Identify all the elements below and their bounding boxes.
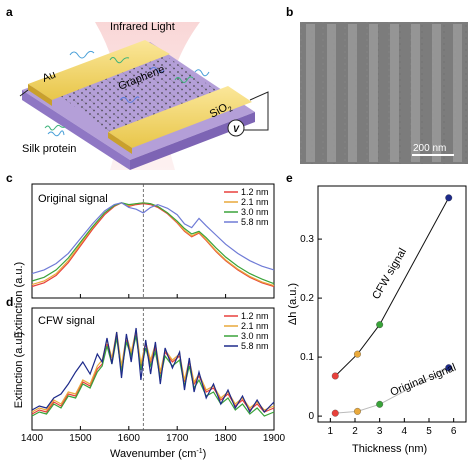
legend-label: 1.2 nm	[241, 311, 269, 321]
x-tick-label: 3	[377, 426, 383, 437]
chart-title-d: CFW signal	[38, 315, 95, 327]
panel-b-sem-image: b 200 nm	[286, 5, 468, 164]
nanoribbon	[327, 24, 336, 162]
legend-label: 5.8 nm	[241, 341, 269, 351]
series-line-cfw	[334, 197, 450, 377]
data-point	[354, 407, 361, 415]
silk-protein-label: Silk protein	[22, 143, 76, 155]
plot-frame-e	[317, 185, 467, 423]
x-tick-label: 2	[352, 426, 358, 437]
x-tick-label: 1	[328, 426, 334, 437]
circuit-wire	[244, 91, 269, 131]
y-tick-label: 0.3	[300, 234, 314, 245]
panel-letter-e: e	[286, 171, 293, 185]
graphene-sheet	[55, 52, 225, 140]
legend-label: 2.1 nm	[241, 321, 269, 331]
scalebar-label: 200 nm	[413, 143, 446, 154]
panel-d-chart: d CFW signal 1.2 nm2.1 nm3.0 nm5.8 nm 14…	[6, 262, 286, 460]
silk-protein-molecules	[44, 50, 210, 137]
nanoribbon	[390, 24, 399, 162]
panel-letter-a: a	[6, 5, 13, 19]
series-line-2-1-nm	[31, 329, 275, 413]
data-point	[376, 400, 384, 408]
voltage-label: V	[233, 124, 240, 134]
data-point	[445, 194, 453, 202]
legend-label: 3.0 nm	[241, 207, 269, 217]
panel-letter-c: c	[6, 171, 13, 185]
chart-title-c: Original signal	[38, 193, 108, 205]
gold-electrode-right	[108, 86, 252, 154]
y-axis-label-d: Extinction (a.u.)	[13, 332, 25, 408]
data-point	[354, 350, 361, 358]
series-line-2-1-nm	[31, 202, 275, 287]
plot-area-e: CFW signal Original signal	[331, 194, 458, 417]
infrared-label: Infrared Light	[110, 21, 175, 33]
legend-label: 1.2 nm	[241, 187, 269, 197]
x-tick-label: 1900	[263, 433, 286, 444]
series-line-5-8-nm	[31, 327, 275, 414]
x-tick-label: 1600	[118, 433, 141, 444]
legend-d: 1.2 nm2.1 nm3.0 nm5.8 nm	[224, 311, 269, 351]
ticks-e: 1 2 3 4 5 6 0 0.1 0.2 0.3	[300, 234, 457, 437]
legend-label: 3.0 nm	[241, 331, 269, 341]
x-tick-label: 1500	[69, 433, 92, 444]
x-tick-label: 6	[451, 426, 457, 437]
series-line-original	[335, 367, 449, 414]
gold-electrode-left	[28, 40, 170, 106]
nanoribbon	[453, 24, 462, 162]
y-axis-label-c: Extinction (a.u.)	[13, 262, 25, 338]
panel-c-chart: c Original signal 1.2 nm2.1 nm3.0 nm5.8 …	[6, 171, 275, 299]
x-axis-label-e: Thickness (nm)	[352, 443, 427, 455]
legend-label: 5.8 nm	[241, 217, 269, 227]
data-point	[331, 372, 339, 380]
panel-letter-b: b	[286, 5, 293, 19]
x-axis-label-cd: Wavenumber (cm-1)	[110, 448, 206, 460]
x-ticks-d: 1400 1500 1600 1700 1800 1900	[21, 294, 286, 444]
series-label-original: Original signal	[389, 362, 458, 399]
y-axis-label-e: Δh (a.u.)	[287, 283, 299, 325]
plot-area-c	[31, 184, 275, 298]
panel-letter-d: d	[6, 295, 13, 309]
x-tick-label: 1800	[214, 433, 237, 444]
nanoribbon	[432, 24, 441, 162]
plot-frame-c	[31, 183, 275, 299]
x-tick-label: 4	[402, 426, 408, 437]
panel-a-schematic: a	[6, 5, 269, 170]
data-point	[376, 321, 384, 329]
nanoribbon	[411, 24, 420, 162]
panel-e-chart: e CFW signal Original signal 1 2 3 4 5 6 0 0.1 0.…	[286, 171, 467, 455]
plot-frame-d	[31, 307, 275, 431]
plot-area-d	[31, 308, 275, 430]
legend-c: 1.2 nm2.1 nm3.0 nm5.8 nm	[224, 187, 269, 227]
nanoribbon	[369, 24, 378, 162]
data-point	[331, 409, 339, 417]
legend-label: 2.1 nm	[241, 197, 269, 207]
x-tick-label: 1700	[166, 433, 189, 444]
y-tick-label: 0	[308, 411, 314, 422]
series-line-5-8-nm	[31, 202, 275, 275]
nanoribbon	[306, 24, 315, 162]
x-tick-label: 1400	[21, 433, 44, 444]
y-tick-label: 0.1	[300, 352, 314, 363]
voltage-source	[227, 119, 245, 137]
au-label: Au	[41, 69, 58, 85]
x-tick-label: 5	[426, 426, 432, 437]
series-line-3-0-nm	[31, 202, 275, 285]
y-tick-label: 0.2	[300, 293, 314, 304]
nanoribbon	[348, 24, 357, 162]
sem-nanoribbons	[306, 24, 462, 162]
series-label-cfw: CFW signal	[370, 246, 409, 301]
series-line-1-2-nm	[31, 202, 275, 288]
data-point	[445, 364, 453, 372]
